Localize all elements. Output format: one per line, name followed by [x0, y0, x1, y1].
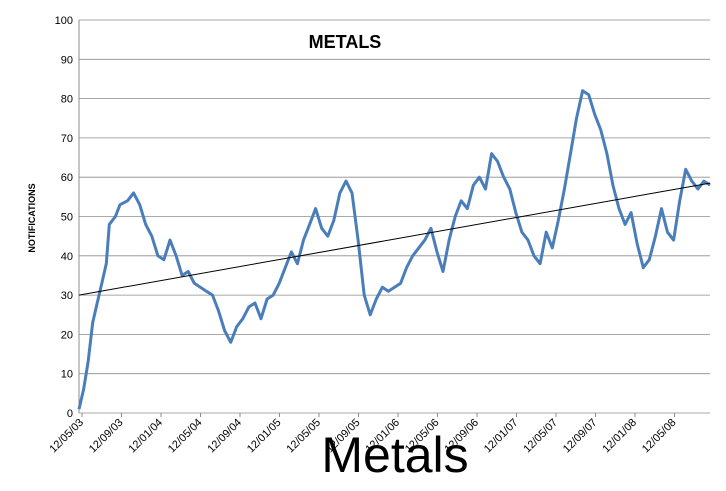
y-tick-label: 50 [61, 212, 73, 224]
y-tick-label: 30 [61, 290, 73, 302]
series-lines [77, 89, 711, 410]
chart-title: METALS [309, 32, 382, 52]
y-tick-labels: 0 10 20 30 40 50 60 70 80 90 100 [55, 15, 73, 420]
y-tick-label: 0 [67, 408, 73, 420]
y-tick-label: 40 [61, 251, 73, 263]
y-tick-label: 20 [61, 329, 73, 341]
slide-caption: Metals [321, 427, 469, 483]
y-tick-label: 90 [61, 54, 73, 66]
y-tick-label: 80 [61, 94, 73, 106]
y-tick-label: 60 [61, 172, 73, 184]
series-line [77, 89, 711, 410]
trend-line [78, 182, 711, 296]
gridlines [78, 19, 710, 414]
y-tick-label: 10 [61, 369, 73, 381]
y-axis-label: NOTIFICATIONS [27, 183, 37, 252]
y-tick-label: 100 [55, 15, 73, 27]
y-tick-label: 70 [61, 133, 73, 145]
